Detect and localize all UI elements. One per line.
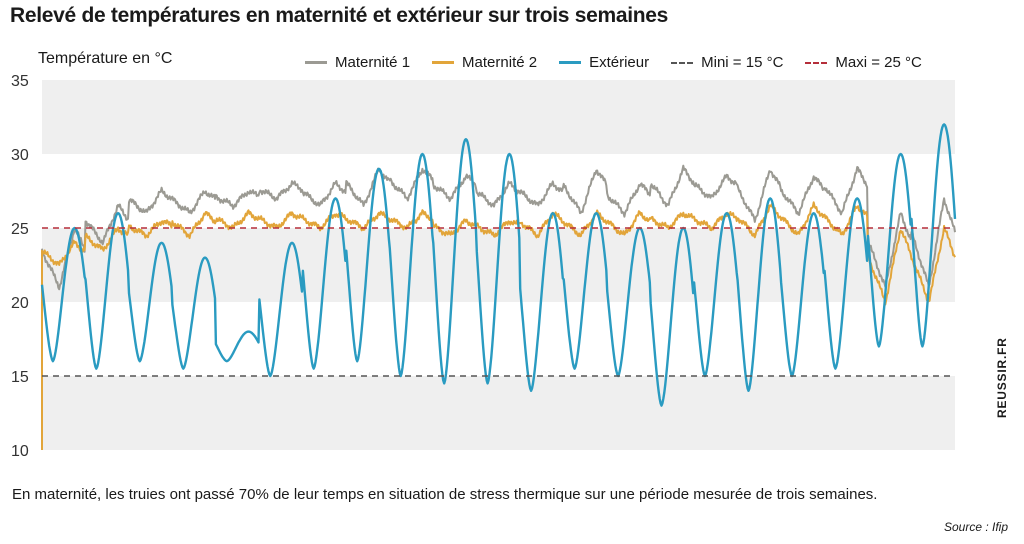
legend-swatch-exterieur	[559, 61, 582, 64]
chart-title: Relevé de températures en maternité et e…	[10, 4, 669, 27]
series-line-exterieur	[40, 123, 957, 407]
y-tick-15: 15	[11, 369, 29, 386]
band-15-20	[42, 302, 955, 376]
threshold-lines	[42, 227, 955, 377]
legend-item-mini: Mini = 15 °C	[671, 54, 783, 71]
band-25-30	[42, 154, 955, 228]
y-axis-ticks: 10 15 20 25 30 35	[11, 73, 29, 460]
series-line-maternite-1	[41, 164, 956, 291]
series-line-maternite-2	[41, 201, 956, 450]
series-lines	[40, 123, 957, 450]
legend-label-maternite-2: Maternité 2	[462, 54, 538, 71]
y-tick-30: 30	[11, 147, 29, 164]
legend-item-maxi: Maxi = 25 °C	[805, 54, 922, 71]
y-tick-25: 25	[11, 221, 29, 238]
legend-label-maternite-1: Maternité 1	[335, 54, 411, 71]
legend-swatch-mini	[671, 61, 694, 64]
y-tick-20: 20	[11, 295, 29, 312]
legend-label-mini: Mini = 15 °C	[701, 54, 784, 71]
legend-swatch-maxi	[805, 61, 828, 64]
band-30-35	[42, 80, 955, 154]
legend-label-exterieur: Extérieur	[589, 54, 650, 71]
legend-item-maternite-2: Maternité 2	[432, 54, 537, 71]
legend: Maternité 1 Maternité 2 Extérieur Mini =…	[305, 54, 922, 71]
background-bands	[42, 80, 955, 450]
legend-swatch-maternite-2	[432, 61, 455, 64]
legend-item-maternite-1: Maternité 1	[305, 54, 410, 71]
y-axis-label: Température en °C	[38, 50, 173, 67]
legend-swatch-maternite-1	[305, 61, 327, 64]
legend-label-maxi: Maxi = 25 °C	[835, 54, 922, 71]
site-credit: REUSSIR.FR	[995, 337, 1009, 418]
chart-caption: En maternité, les truies ont passé 70% d…	[12, 486, 878, 503]
y-tick-10: 10	[11, 443, 29, 460]
y-tick-35: 35	[11, 73, 29, 90]
band-10-15	[42, 376, 955, 450]
legend-item-exterieur: Extérieur	[559, 54, 649, 71]
chart-source: Source : Ifip	[943, 520, 1008, 534]
